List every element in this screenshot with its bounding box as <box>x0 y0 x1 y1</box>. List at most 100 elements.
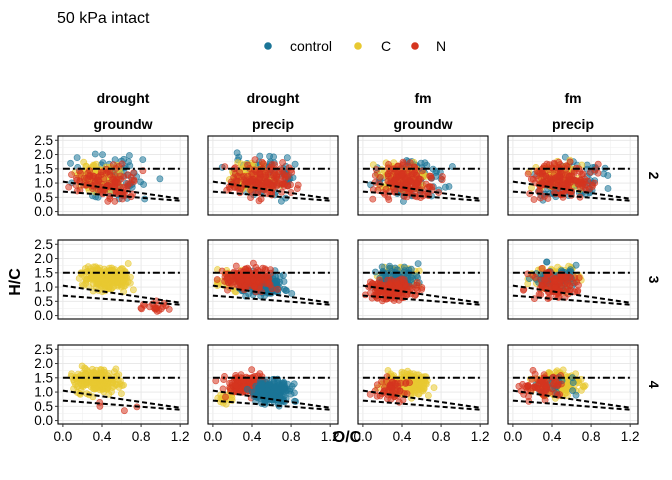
data-point-control <box>125 152 133 159</box>
data-point-control <box>543 258 550 266</box>
data-point-n <box>254 188 262 196</box>
data-point-c <box>129 286 137 294</box>
data-point-n <box>265 279 273 287</box>
data-point-n <box>248 366 256 374</box>
data-point-n <box>247 194 254 201</box>
panel-border <box>357 344 489 425</box>
data-point-c <box>414 390 422 398</box>
data-point-control <box>273 277 281 285</box>
reference-line-3 <box>512 190 631 202</box>
data-point-n <box>111 197 119 205</box>
legend-key-control <box>264 42 272 50</box>
facet-row-strips: 2 3 4 <box>646 172 662 389</box>
reference-line-2 <box>362 180 481 200</box>
panel-r2-c3 <box>357 239 489 320</box>
data-point-n <box>524 170 532 178</box>
data-point-n <box>556 161 564 168</box>
panel-border <box>207 239 339 320</box>
data-point-n <box>130 169 137 177</box>
data-point-n <box>213 276 221 283</box>
panel-border <box>57 135 189 216</box>
x-tick-label: 0.4 <box>543 429 562 444</box>
reference-line-2 <box>512 389 631 409</box>
data-point-n <box>538 264 546 272</box>
data-point-n <box>278 179 286 186</box>
data-point-c <box>109 379 116 387</box>
data-point-n <box>530 196 538 203</box>
y-tick-label: 2.5 <box>34 133 53 148</box>
data-point-control <box>277 197 285 205</box>
data-point-n <box>594 169 602 177</box>
data-point-n <box>410 169 418 176</box>
panel-points <box>366 367 438 406</box>
data-point-n <box>438 176 446 184</box>
data-point-n <box>538 179 546 186</box>
data-point-n <box>594 160 602 168</box>
data-point-n <box>544 195 552 202</box>
data-point-n <box>388 384 395 392</box>
data-point-control <box>73 154 81 161</box>
data-point-c <box>105 370 113 377</box>
data-point-control <box>572 261 580 269</box>
data-point-n <box>65 183 73 191</box>
data-point-n <box>68 171 75 178</box>
reference-line-2 <box>62 284 181 304</box>
reference-line-2 <box>512 180 631 200</box>
data-point-n <box>385 196 393 203</box>
data-point-c <box>118 390 125 397</box>
reference-line-3 <box>362 399 481 411</box>
reference-line-3 <box>212 399 331 411</box>
y-tick-label: 0.0 <box>34 308 53 323</box>
data-point-n <box>546 166 553 174</box>
data-point-n <box>91 179 99 186</box>
data-point-control <box>407 276 414 284</box>
x-tick-label: 1.2 <box>621 429 640 444</box>
data-point-n <box>392 176 399 184</box>
data-point-n <box>399 160 407 167</box>
data-point-n <box>238 173 246 181</box>
data-point-n <box>562 273 569 281</box>
data-point-n <box>369 280 376 287</box>
data-point-n <box>540 371 548 378</box>
data-point-c <box>92 283 100 291</box>
data-point-n <box>534 385 542 392</box>
reference-line-2 <box>362 284 481 304</box>
data-point-n <box>124 171 132 179</box>
data-point-n <box>97 168 105 176</box>
data-point-control <box>99 151 106 158</box>
data-point-n <box>413 180 421 188</box>
reference-line-2 <box>212 180 331 200</box>
data-point-n <box>121 407 128 415</box>
data-point-n <box>226 385 234 393</box>
facet-column-strips: drought groundw drought precip fm groundw fm pr… <box>93 90 594 132</box>
data-point-n <box>578 182 586 189</box>
data-point-c <box>101 278 108 286</box>
data-point-c <box>113 273 120 280</box>
y-tick-label: 1.0 <box>34 280 53 295</box>
panel-r2-c2 <box>207 239 339 320</box>
data-point-control <box>604 185 612 192</box>
y-tick-label: 1.5 <box>34 265 53 280</box>
facet-panels <box>57 135 639 425</box>
panel-border <box>357 239 489 320</box>
data-point-control <box>414 260 422 267</box>
data-point-n <box>219 385 227 393</box>
data-point-n <box>378 378 385 385</box>
data-point-n <box>571 274 579 281</box>
x-tick-label: 0.0 <box>353 429 372 444</box>
data-point-n <box>226 379 233 387</box>
x-tick-label: 0.8 <box>432 429 451 444</box>
data-point-c <box>87 265 94 272</box>
data-point-control <box>67 159 74 167</box>
data-point-c <box>112 365 120 373</box>
y-tick-label: 1.5 <box>34 161 53 176</box>
data-point-n <box>393 279 401 287</box>
data-point-n <box>230 278 237 286</box>
panel-border <box>507 344 639 425</box>
x-tick-label: 1.2 <box>321 429 340 444</box>
data-point-n <box>393 379 401 387</box>
data-point-c <box>92 369 99 377</box>
panel-r2-c4 <box>507 239 639 320</box>
strip-col-2-line2: precip <box>252 116 294 132</box>
data-point-n <box>235 281 242 289</box>
